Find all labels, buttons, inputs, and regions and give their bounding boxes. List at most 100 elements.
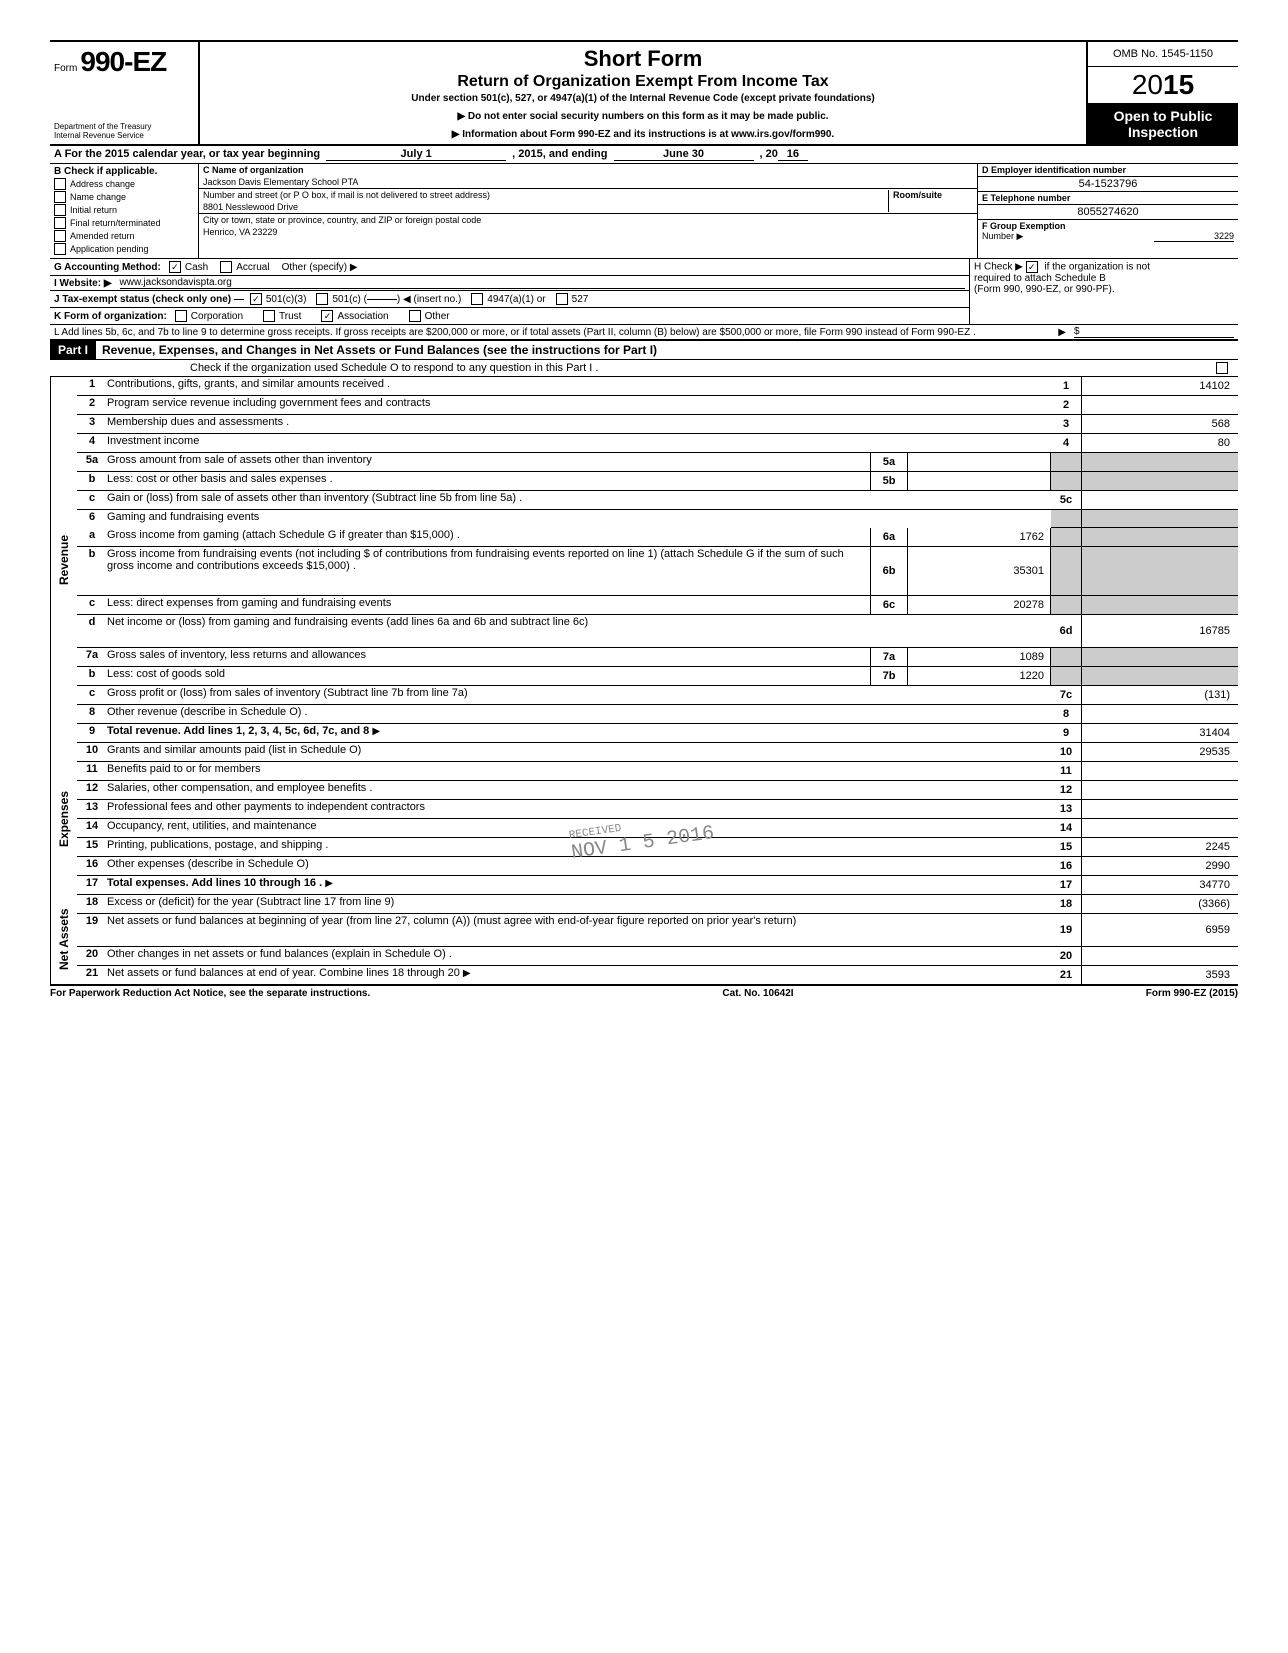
val-line9[interactable]: 31404 [1082,724,1238,742]
room-suite-label: Room/suite [888,190,973,212]
line-17: 17Total expenses. Add lines 10 through 1… [77,876,1238,895]
header-center: Short Form Return of Organization Exempt… [200,42,1086,144]
org-city[interactable]: Henrico, VA 23229 [203,227,973,237]
val-line3[interactable]: 568 [1082,415,1238,433]
line-15: 15Printing, publications, postage, and s… [77,838,1238,857]
form-number: 990-EZ [80,46,166,77]
val-line2[interactable] [1082,396,1238,414]
row-k-org-form: K Form of organization: Corporation Trus… [50,308,969,324]
chk-4947[interactable]: 4947(a)(1) or [471,293,545,305]
val-line7a[interactable]: 1089 [908,648,1051,666]
chk-other-org[interactable]: Other [409,310,450,322]
val-line16[interactable]: 2990 [1082,857,1238,875]
line-7c: cGross profit or (loss) from sales of in… [77,686,1238,705]
val-line13[interactable] [1082,800,1238,818]
line-10: 10Grants and similar amounts paid (list … [77,743,1238,762]
val-line12[interactable] [1082,781,1238,799]
chk-name-change[interactable]: Name change [54,191,194,203]
org-name[interactable]: Jackson Davis Elementary School PTA [203,177,973,187]
gross-receipts-value[interactable]: $ [1074,326,1234,338]
val-line6a[interactable]: 1762 [908,528,1051,546]
chk-initial-return[interactable]: Initial return [54,204,194,216]
year-begin[interactable]: July 1 [326,148,506,161]
chk-no-schedule-b[interactable]: ✓ [1026,261,1038,273]
line-6: 6Gaming and fundraising events [77,510,1238,528]
line-21: 21Net assets or fund balances at end of … [77,966,1238,984]
part1-schedule-o-check: Check if the organization used Schedule … [50,360,1238,377]
chk-application-pending[interactable]: Application pending [54,243,194,255]
val-line7b[interactable]: 1220 [908,667,1051,685]
chk-association[interactable]: ✓Association [321,310,388,322]
val-line8[interactable] [1082,705,1238,723]
line-8: 8Other revenue (describe in Schedule O) … [77,705,1238,724]
val-line5c[interactable] [1082,491,1238,509]
org-street[interactable]: 8801 Nesslewood Drive [203,202,888,212]
title-main: Short Form [208,46,1078,72]
line-20: 20Other changes in net assets or fund ba… [77,947,1238,966]
part1-header-row: Part I Revenue, Expenses, and Changes in… [50,340,1238,360]
val-line20[interactable] [1082,947,1238,965]
val-line17[interactable]: 34770 [1082,876,1238,894]
dept-irs: Internal Revenue Service [54,131,194,140]
line-7b: bLess: cost of goods sold7b1220 [77,667,1238,686]
line-6b: bGross income from fundraising events (n… [77,547,1238,596]
line-12: 12Salaries, other compensation, and empl… [77,781,1238,800]
omb-number: OMB No. 1545-1150 [1088,42,1238,67]
val-line1[interactable]: 14102 [1082,377,1238,395]
row-i-website: I Website: ▶ www.jacksondavispta.org [50,276,969,291]
val-line11[interactable] [1082,762,1238,780]
row-g-accounting: G Accounting Method: ✓Cash Accrual Other… [50,259,969,276]
chk-schedule-o[interactable] [1216,362,1228,374]
val-line21[interactable]: 3593 [1082,966,1238,984]
line-6d: dNet income or (loss) from gaming and fu… [77,615,1238,648]
side-label-expenses: Expenses [50,743,77,895]
line-5b: bLess: cost or other basis and sales exp… [77,472,1238,491]
year-end-month[interactable]: June 30 [614,148,754,161]
chk-527[interactable]: 527 [556,293,589,305]
ein-value[interactable]: 54-1523796 [978,177,1238,192]
revenue-section: Revenue 1Contributions, gifts, grants, a… [50,377,1238,743]
val-line6d[interactable]: 16785 [1082,615,1238,647]
val-line14[interactable] [1082,819,1238,837]
line-19: 19Net assets or fund balances at beginni… [77,914,1238,947]
line-18: 18Excess or (deficit) for the year (Subt… [77,895,1238,914]
val-line18[interactable]: (3366) [1082,895,1238,913]
chk-address-change[interactable]: Address change [54,178,194,190]
chk-501c[interactable]: 501(c) () ◀ (insert no.) [316,293,461,305]
col-b-checkboxes: B Check if applicable. Address change Na… [50,164,199,258]
chk-trust[interactable]: Trust [263,310,301,322]
val-line6c[interactable]: 20278 [908,596,1051,614]
val-line5a[interactable] [908,453,1051,471]
val-line19[interactable]: 6959 [1082,914,1238,946]
form-header: Form 990-EZ Department of the Treasury I… [50,40,1238,146]
row-h-schedule-b: H Check ▶ ✓ if the organization is not r… [969,259,1238,324]
group-exemption-value[interactable]: 3229 [1154,231,1234,242]
val-line4[interactable]: 80 [1082,434,1238,452]
footer-center: Cat. No. 10642I [722,988,793,999]
line-7a: 7aGross sales of inventory, less returns… [77,648,1238,667]
chk-corporation[interactable]: Corporation [175,310,243,322]
footer-left: For Paperwork Reduction Act Notice, see … [50,988,370,999]
val-line15[interactable]: 2245 [1082,838,1238,856]
year-end[interactable]: 16 [778,148,808,161]
chk-amended-return[interactable]: Amended return [54,230,194,242]
header-right: OMB No. 1545-1150 2015 Open to Public In… [1086,42,1238,144]
val-line5b[interactable] [908,472,1051,490]
chk-cash[interactable]: ✓Cash [169,261,208,273]
line-3: 3Membership dues and assessments .3568 [77,415,1238,434]
line-2: 2Program service revenue including gover… [77,396,1238,415]
val-line6b[interactable]: 35301 [908,547,1051,595]
note-ssn: ▶ Do not enter social security numbers o… [208,111,1078,122]
title-under: Under section 501(c), 527, or 4947(a)(1)… [208,93,1078,104]
row-j-tax-status: J Tax-exempt status (check only one) — ✓… [50,291,969,308]
chk-accrual[interactable]: Accrual [220,261,269,273]
val-line10[interactable]: 29535 [1082,743,1238,761]
chk-final-return[interactable]: Final return/terminated [54,217,194,229]
form-990ez: Form 990-EZ Department of the Treasury I… [50,40,1238,999]
phone-value[interactable]: 8055274620 [978,205,1238,220]
website-value[interactable]: www.jacksondavispta.org [120,277,965,289]
val-line7c[interactable]: (131) [1082,686,1238,704]
expenses-section: Expenses 10Grants and similar amounts pa… [50,743,1238,895]
title-sub: Return of Organization Exempt From Incom… [208,73,1078,91]
chk-501c3[interactable]: ✓501(c)(3) [250,293,307,305]
